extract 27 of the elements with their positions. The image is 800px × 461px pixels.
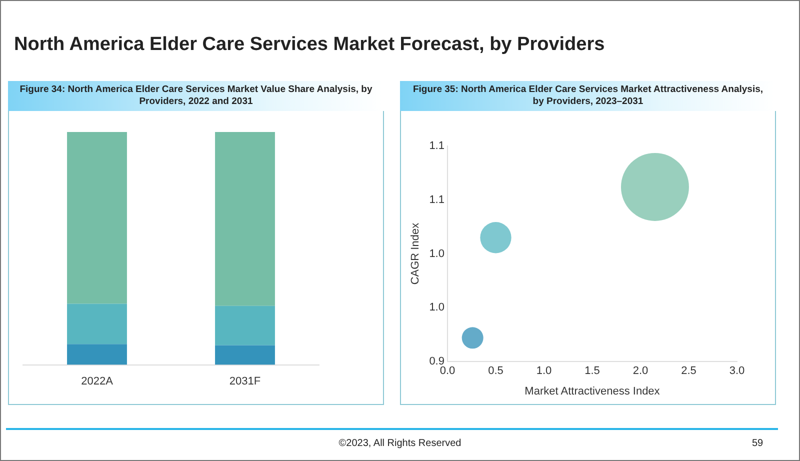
x-tick-label: 2.0 [632, 365, 648, 378]
x-tick-label: 0.5 [488, 365, 504, 378]
x-tick-label: 2.5 [681, 365, 696, 378]
x-tick-label: 3.0 [729, 365, 745, 378]
y-tick-label: 0.9 [429, 356, 444, 368]
x-tick-label: 1.5 [584, 365, 600, 378]
bar [215, 345, 275, 365]
text: North America Elder Care Services Market Forecast, by Providers [14, 34, 605, 56]
bar [67, 344, 127, 365]
y-axis-title: CAGR Index [410, 222, 422, 285]
x-axis-title: Market Attractiveness Index [524, 385, 660, 398]
chart-title: Figure 34: North America Elder Care Services Market Value Share Analysis, by Providers, 2022 and 2031 [8, 81, 384, 111]
text: 59 [752, 438, 764, 449]
x-tick-label: 1.0 [536, 365, 552, 378]
y-tick-label: 1.1 [429, 194, 444, 206]
y-tick-label: 1.1 [429, 140, 444, 152]
y-tick-label: 1.0 [429, 248, 444, 260]
chart-title: Figure 35: North America Elder Care Services Market Attractiveness Analysis, by Providers, 2023–2031 [400, 81, 776, 111]
text: ©2023, All Rights Reserved [338, 438, 462, 449]
y-tick-label: 1.0 [429, 302, 444, 314]
bar [67, 304, 127, 344]
bar [215, 306, 275, 346]
x-tick-label: 2031F [229, 375, 261, 388]
bar [67, 132, 127, 304]
x-tick-label: 2022A [81, 375, 114, 388]
x-tick-label: 0.0 [440, 365, 456, 378]
bar [215, 132, 275, 306]
